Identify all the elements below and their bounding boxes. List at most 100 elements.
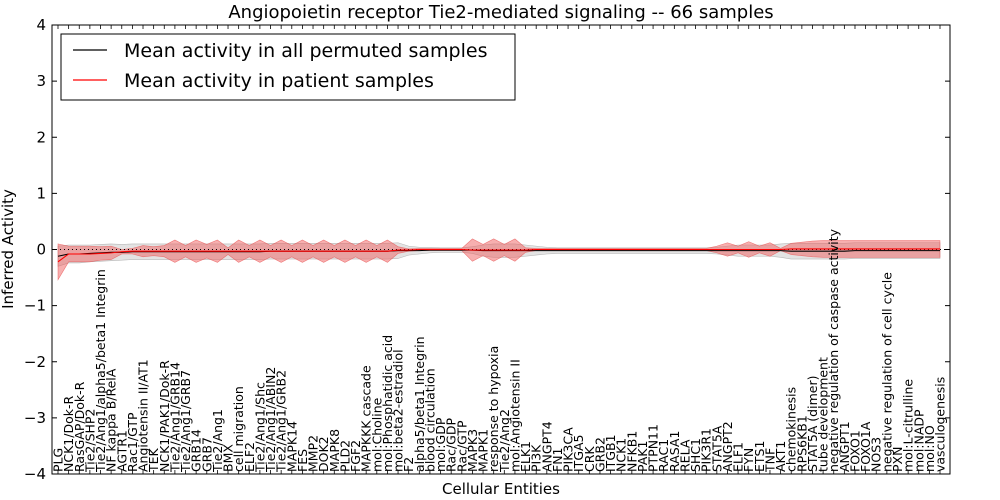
- x-tick-label: ANGPT2: [720, 421, 735, 472]
- x-tick-label: TEK: [146, 447, 161, 473]
- y-axis-label: Inferred Activity: [0, 189, 17, 309]
- x-tick-label: tube development: [816, 357, 831, 472]
- x-tick-label: NOS3: [869, 437, 884, 472]
- x-tick-label: FOXO1A: [858, 421, 873, 472]
- x-tick-label: PLG: [51, 448, 66, 472]
- x-tick-label: FES: [295, 449, 310, 472]
- x-tick-label: F2: [401, 457, 416, 472]
- x-tick-label: mol:Angiotensin II: [507, 359, 522, 472]
- x-tick-label: FN1: [550, 448, 565, 473]
- x-tick-label: mol:L-citrulline: [901, 379, 916, 472]
- y-tick-label: −1: [24, 297, 46, 315]
- x-tick-label: ELF2: [242, 442, 257, 472]
- x-tick-label: PXN: [890, 447, 905, 472]
- legend-label-patient: Mean activity in patient samples: [124, 70, 434, 92]
- x-tick-label: ETS1: [752, 441, 767, 472]
- x-tick-label: GRB2: [592, 437, 607, 472]
- y-tick-label: 3: [36, 72, 46, 90]
- legend-box: [60, 33, 516, 101]
- x-tick-label: MAPK1: [476, 429, 491, 472]
- x-tick-label: Tie2/Ang1/alpha5/beta1 Integrin: [93, 269, 108, 473]
- x-tick-label: ELK1: [518, 441, 533, 472]
- x-tick-label: mol:NADP: [911, 409, 926, 472]
- y-tick-label: 2: [36, 128, 46, 146]
- x-tick-label: NCK1/PAK1/Dok-R: [157, 360, 172, 472]
- x-tick-label: MAPK3: [465, 429, 480, 472]
- x-tick-label: response to hypoxia: [486, 346, 501, 472]
- x-tick-label: SHC1: [688, 438, 703, 472]
- x-tick-label: Tie2/Ang1/ABIN2: [263, 367, 278, 473]
- x-tick-label: mol:GDP: [433, 417, 448, 472]
- x-tick-label: DOK2: [316, 436, 331, 472]
- x-tick-label: mol:Choline: [369, 397, 384, 472]
- chart-title: Angiopoietin receptor Tie2-mediated sign…: [228, 2, 773, 23]
- series-line-patient: [57, 248, 940, 263]
- x-tick-label: Tie2/Ang2: [497, 409, 512, 473]
- x-tick-label: AKT1: [773, 441, 788, 472]
- x-tick-label: NFKB1: [624, 431, 639, 472]
- x-tick-label: FGF2: [348, 440, 363, 472]
- x-tick-label: Tie2/Ang1/GRB14: [167, 362, 182, 473]
- x-tick-label: Rac/GTP: [454, 420, 469, 472]
- x-axis-label: Cellular Entities: [442, 480, 560, 498]
- x-tick-label: mol:Phosphatidic acid: [380, 335, 395, 472]
- x-tick-label: RASA1: [667, 431, 682, 472]
- x-tick-label: STAT5A: [709, 425, 724, 472]
- x-tick-label: NCK1/Dok-R: [61, 396, 76, 472]
- x-tick-label: vasculogenesis: [933, 377, 948, 472]
- x-tick-label: Tie2/Ang1/GRB2: [274, 370, 289, 473]
- x-tick-label: PI3K: [529, 444, 544, 472]
- x-tick-label: mol:beta2-estradiol: [391, 349, 406, 472]
- y-axis-ticks: −4 −3 −2 −1 0 1 2 3 4: [24, 16, 950, 483]
- x-tick-label: GRB14: [189, 429, 204, 472]
- y-tick-label: 1: [36, 184, 46, 202]
- x-tick-label: FYN: [741, 448, 756, 472]
- x-tick-label: NF kappa B/RelA: [104, 368, 119, 472]
- y-tick-label: −2: [24, 353, 46, 371]
- x-tick-label: ITGA5: [571, 434, 586, 472]
- x-tick-label: ELF1: [731, 442, 746, 472]
- series-line-permuted: [57, 249, 940, 257]
- x-tick-label: AGTR1: [114, 430, 129, 472]
- x-tick-label: Rac1/GTP: [125, 412, 140, 472]
- x-tick-label: TNF: [762, 448, 777, 473]
- x-tick-label: negative regulation of caspase activity: [826, 228, 841, 472]
- x-tick-label: alpha5/beta1 Integrin: [412, 336, 427, 472]
- x-tick-label: PLD2: [337, 440, 352, 472]
- x-tick-label: Angiotensin II/AT1: [136, 359, 151, 472]
- x-tick-label: PAK1: [635, 441, 650, 472]
- x-tick-label: MMP2: [306, 435, 321, 472]
- legend: Mean activity in all permuted samples Me…: [60, 33, 516, 101]
- x-tick-label: ITGB1: [603, 434, 618, 472]
- x-tick-label: mol:NO: [922, 425, 937, 472]
- x-tick-label: ANGPT4: [539, 421, 554, 472]
- x-tick-label: MAPKKK cascade: [359, 365, 374, 472]
- y-tick-label: 0: [36, 241, 46, 259]
- x-tick-label: ANGPT1: [837, 421, 852, 472]
- x-tick-label: RPS6KB1: [794, 415, 809, 472]
- x-tick-label: blood circulation: [422, 368, 437, 472]
- x-tick-label: RasGAP/Dok-R: [72, 381, 87, 472]
- y-tick-label: −4: [24, 465, 46, 483]
- x-tick-label: Tie2/Ang1/GRB7: [178, 370, 193, 473]
- x-tick-label: chemokinesis: [784, 387, 799, 472]
- x-tick-label: Tie2/Ang1: [210, 409, 225, 473]
- x-tick-label: MAPK14: [284, 421, 299, 472]
- x-tick-label: STAT5A (dimer): [805, 376, 820, 472]
- x-tick-label: cell migration: [231, 386, 246, 472]
- x-tick-label: NCK1: [614, 438, 629, 472]
- x-tick-label: PTPN11: [646, 424, 661, 472]
- x-tick-label: MAPK8: [327, 429, 342, 472]
- x-tick-label: PIK3R1: [699, 428, 714, 472]
- x-tick-label: CRK: [582, 446, 597, 472]
- y-tick-label: 4: [36, 16, 46, 34]
- series-lines: [57, 248, 940, 263]
- x-tick-label: Tie2/Ang1/Shc: [252, 382, 267, 473]
- x-tick-label: RAC1: [656, 439, 671, 472]
- x-axis-ticks: PLGNCK1/Dok-RRasGAP/Dok-RTie2/SHP2Tie2/A…: [51, 25, 948, 474]
- x-tick-label: RELA: [677, 439, 692, 472]
- legend-label-permuted: Mean activity in all permuted samples: [124, 40, 487, 62]
- x-tick-label: PIK3CA: [561, 427, 576, 472]
- x-tick-label: GRB7: [199, 437, 214, 472]
